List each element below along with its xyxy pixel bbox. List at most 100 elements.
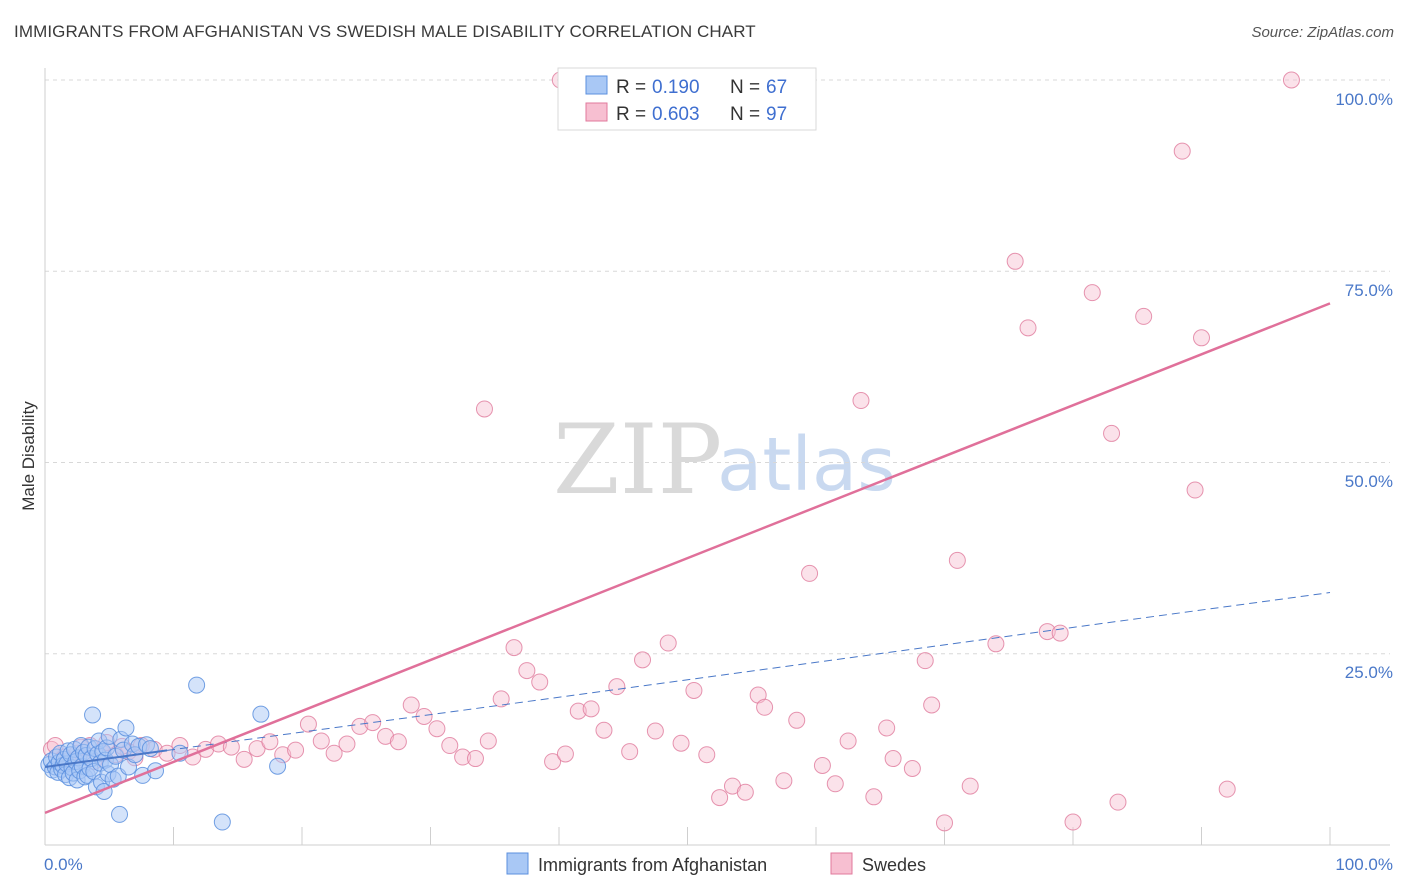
- swedes-point: [672, 734, 690, 752]
- bottom-legend-label-swedes: Swedes: [862, 855, 926, 875]
- swedes-point: [961, 777, 979, 795]
- x-tick-label-0: 0.0%: [44, 855, 83, 874]
- swedes-point: [364, 714, 382, 732]
- swedes-point: [338, 735, 356, 753]
- swedes-point: [711, 789, 729, 807]
- swedes-point: [1103, 424, 1121, 442]
- swedes-point: [634, 651, 652, 669]
- swedes-point: [839, 732, 857, 750]
- swedes-point: [923, 696, 941, 714]
- swedes-point: [377, 727, 395, 745]
- swedes-point: [428, 720, 446, 738]
- swedes-point: [813, 756, 831, 774]
- y-tick-label-2: 75.0%: [1345, 281, 1393, 300]
- swedes-point: [801, 564, 819, 582]
- afghanistan-point: [84, 706, 102, 724]
- afghanistan-point: [111, 805, 129, 823]
- swedes-point: [492, 690, 510, 708]
- legend-r-label-2: R =: [616, 104, 646, 125]
- swedes-point: [756, 698, 774, 716]
- swedes-point: [261, 733, 279, 751]
- legend-n-label-1: N =: [730, 77, 760, 98]
- legend-r-label-1: R =: [616, 77, 646, 98]
- swedes-point: [775, 772, 793, 790]
- swedes-point: [235, 750, 253, 768]
- swedes-point: [736, 783, 754, 801]
- bottom-legend-swatch-swedes: [830, 852, 853, 875]
- swedes-point: [466, 750, 484, 768]
- legend-n-value-1: 67: [766, 77, 787, 98]
- swedes-point: [1109, 793, 1127, 811]
- legend-r-value-1: 0.190: [652, 77, 700, 98]
- swedes-point: [556, 745, 574, 763]
- watermark-zip: ZIP: [553, 404, 722, 516]
- swedes-point: [1135, 307, 1153, 325]
- bottom-legend: Immigrants from Afghanistan Swedes: [506, 852, 926, 875]
- y-tick-label-3: 100.0%: [1335, 90, 1393, 109]
- afghanistan-point: [252, 705, 270, 723]
- y-tick-label-0: 25.0%: [1345, 663, 1393, 682]
- bottom-legend-swatch-afghanistan: [506, 852, 529, 875]
- bottom-legend-label-afghanistan: Immigrants from Afghanistan: [538, 855, 767, 875]
- swedes-point: [987, 635, 1005, 653]
- watermark-atlas: atlas: [717, 422, 896, 508]
- swedes-point: [351, 717, 369, 735]
- swedes-point: [916, 652, 934, 670]
- swedes-point: [948, 551, 966, 569]
- afghanistan-point: [269, 757, 287, 775]
- swedes-point: [936, 814, 953, 832]
- afghanistan-point: [213, 813, 231, 831]
- chart-title: IMMIGRANTS FROM AFGHANISTAN VS SWEDISH M…: [14, 22, 756, 41]
- swedes-point: [595, 721, 613, 739]
- tick-labels: 25.0% 50.0% 75.0% 100.0% 0.0% 100.0%: [44, 90, 1393, 874]
- swedes-point: [569, 702, 587, 720]
- swedes-point: [1019, 319, 1037, 337]
- swedes-point: [1173, 142, 1191, 160]
- swedes-point: [454, 748, 472, 766]
- swedes-point: [878, 719, 896, 737]
- swedes-point: [479, 732, 497, 750]
- swedes-point: [287, 741, 305, 759]
- trend-lines: [44, 302, 1331, 815]
- afghanistan-trend-solid: [44, 749, 168, 768]
- afghanistan-point: [117, 719, 135, 737]
- swedes-point: [299, 715, 317, 733]
- swedes-point: [325, 744, 343, 762]
- swedes-point: [475, 400, 493, 418]
- afghanistan-point: [188, 676, 206, 694]
- legend-n-value-2: 97: [766, 104, 787, 125]
- swedes-point: [312, 732, 330, 750]
- swedes-point: [582, 700, 600, 718]
- afghanistan-trend-dashed: [167, 592, 1331, 751]
- swedes-point: [518, 662, 536, 680]
- swedes-point: [531, 673, 549, 691]
- swedes-point: [698, 746, 716, 764]
- swedes-point: [1038, 623, 1056, 641]
- swedes-point: [659, 634, 677, 652]
- swedes-point: [903, 760, 921, 777]
- swedes-point: [402, 696, 420, 714]
- swedes-point: [621, 743, 639, 761]
- swedes-point: [1083, 284, 1101, 302]
- axes: [44, 68, 1390, 846]
- swedes-point: [1193, 329, 1210, 347]
- swedes-point: [852, 392, 870, 410]
- x-tick-label-1: 100.0%: [1335, 855, 1393, 874]
- swedes-point: [505, 639, 523, 657]
- swedes-point: [1006, 252, 1024, 270]
- swedes-point: [685, 681, 703, 699]
- grid-lines: [45, 79, 1390, 655]
- legend-swatch-swedes: [585, 102, 608, 122]
- swedes-point: [1282, 71, 1300, 89]
- y-axis-label: Male Disability: [19, 401, 38, 511]
- swedes-point: [441, 737, 459, 755]
- swedes-trend: [44, 302, 1331, 815]
- swedes-point: [788, 711, 806, 729]
- swedes-point: [544, 753, 562, 771]
- source-credit: Source: ZipAtlas.com: [1251, 24, 1394, 41]
- y-tick-label-1: 50.0%: [1345, 472, 1393, 491]
- legend-box: R = 0.190 N = 67 R = 0.603 N = 97: [557, 67, 817, 131]
- legend-r-value-2: 0.603: [652, 104, 700, 125]
- legend-swatch-afghanistan: [585, 75, 608, 95]
